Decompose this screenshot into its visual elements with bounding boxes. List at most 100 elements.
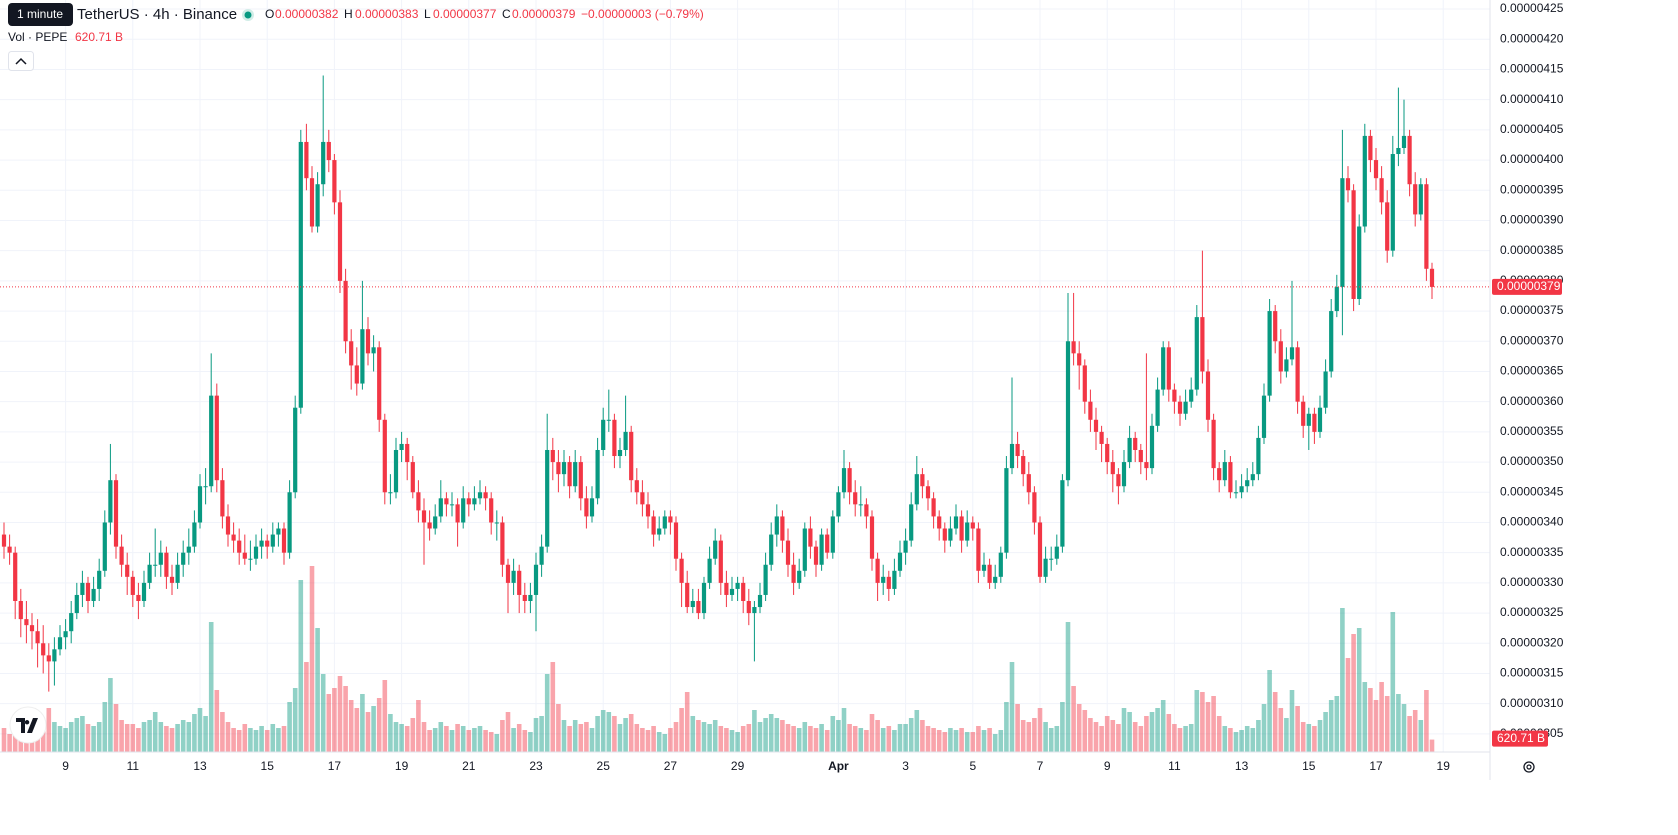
volume-bar bbox=[124, 724, 130, 752]
volume-bar bbox=[236, 730, 242, 752]
y-tick-label: 0.00000415 bbox=[1500, 62, 1564, 76]
volume-bar bbox=[438, 722, 444, 752]
candle-body bbox=[573, 462, 578, 487]
candle-body bbox=[1004, 468, 1009, 553]
volume-bar bbox=[354, 708, 360, 752]
volume-bar bbox=[477, 726, 483, 752]
candle-body bbox=[438, 498, 443, 517]
volume-bar bbox=[483, 730, 488, 752]
candle-body bbox=[830, 516, 835, 553]
volume-bar bbox=[1088, 718, 1093, 752]
volume-bar bbox=[1340, 608, 1345, 752]
volume-bar bbox=[158, 722, 164, 752]
volume-bar bbox=[1065, 622, 1071, 752]
high-key: H bbox=[344, 7, 353, 21]
candle-body bbox=[41, 643, 46, 656]
volume-bar bbox=[57, 726, 63, 752]
x-tick-label: 13 bbox=[193, 759, 207, 773]
x-tick-label: Apr bbox=[828, 759, 849, 773]
candle-body bbox=[578, 462, 583, 499]
volume-bar bbox=[455, 724, 460, 752]
candle-body bbox=[920, 474, 925, 487]
volume-bar bbox=[1160, 700, 1166, 752]
settings-icon-center bbox=[1526, 764, 1532, 770]
candle-body bbox=[24, 619, 29, 626]
candle-body bbox=[1015, 443, 1020, 457]
candle-body bbox=[494, 522, 499, 524]
volume-bar bbox=[1379, 682, 1384, 752]
candle-body bbox=[1250, 474, 1255, 481]
volume-bar bbox=[1205, 702, 1211, 752]
volume-bar bbox=[987, 728, 992, 752]
symbol-title[interactable]: TetherUS · 4h · Binance bbox=[77, 6, 237, 23]
volume-bar bbox=[63, 728, 68, 752]
volume-bar bbox=[1216, 716, 1222, 752]
candle-body bbox=[606, 419, 611, 421]
candle-body bbox=[1345, 178, 1351, 191]
logo[interactable] bbox=[16, 718, 38, 733]
candle-body bbox=[489, 498, 494, 523]
volume-bar bbox=[511, 728, 516, 752]
candle-body bbox=[819, 534, 824, 565]
volume-bar bbox=[875, 720, 880, 752]
x-tick-label: 23 bbox=[529, 759, 543, 773]
candle-body bbox=[1245, 480, 1250, 487]
volume-bar bbox=[315, 628, 320, 752]
candle-body bbox=[237, 540, 242, 553]
volume-bar bbox=[830, 716, 836, 752]
y-tick-label: 0.00000325 bbox=[1500, 605, 1564, 619]
volume-bar bbox=[1127, 712, 1132, 752]
volume-bar bbox=[970, 732, 976, 752]
candle-body bbox=[1172, 389, 1177, 402]
candle-body bbox=[332, 160, 337, 203]
open-value: 0.00000382 bbox=[275, 7, 339, 21]
volume-bar bbox=[1295, 706, 1300, 752]
candle-body bbox=[1060, 480, 1065, 547]
volume-bar bbox=[628, 714, 634, 752]
settings-icon[interactable] bbox=[1523, 761, 1535, 773]
candle-body bbox=[517, 570, 522, 595]
candle-body bbox=[847, 468, 852, 493]
volume-bar bbox=[981, 730, 987, 752]
candle-body bbox=[595, 449, 600, 499]
candle-body bbox=[925, 486, 931, 499]
candle-body bbox=[472, 498, 477, 505]
candle-body bbox=[1026, 474, 1031, 493]
volume-bar bbox=[371, 706, 376, 752]
candle-body bbox=[662, 516, 667, 529]
x-tick-label: 29 bbox=[731, 759, 745, 773]
candle-body bbox=[785, 540, 791, 565]
volume-bar bbox=[1261, 704, 1267, 752]
y-tick-label: 0.00000395 bbox=[1500, 182, 1564, 196]
volume-bar bbox=[724, 728, 729, 752]
candle-body bbox=[545, 449, 550, 547]
candle-body bbox=[1032, 492, 1037, 523]
volume-bar bbox=[836, 720, 841, 752]
candle-body bbox=[321, 141, 326, 185]
candle-body bbox=[326, 141, 331, 161]
volume-bar bbox=[180, 720, 186, 752]
candle-body bbox=[629, 431, 634, 481]
candle-body bbox=[1267, 311, 1272, 396]
collapse-button[interactable] bbox=[8, 51, 34, 71]
volume-bar bbox=[416, 700, 421, 752]
x-tick-label: 9 bbox=[1104, 759, 1111, 773]
volume-bar bbox=[533, 718, 539, 752]
candle-body bbox=[696, 600, 701, 614]
volume-bar bbox=[931, 728, 936, 752]
volume-bar bbox=[225, 722, 231, 752]
volume-bar bbox=[46, 708, 52, 752]
candle-body bbox=[937, 516, 942, 529]
candle-body bbox=[841, 468, 847, 493]
candle-body bbox=[1116, 474, 1121, 487]
x-tick-label: 21 bbox=[462, 759, 476, 773]
volume-bar bbox=[1177, 728, 1183, 752]
volume-bar bbox=[1429, 739, 1435, 752]
volume-bar bbox=[141, 722, 147, 752]
candle-body bbox=[91, 588, 96, 601]
y-tick-label: 0.00000400 bbox=[1500, 152, 1564, 166]
candle-body bbox=[1306, 413, 1311, 426]
candle-body bbox=[746, 600, 751, 614]
y-tick-label: 0.00000355 bbox=[1500, 424, 1564, 438]
